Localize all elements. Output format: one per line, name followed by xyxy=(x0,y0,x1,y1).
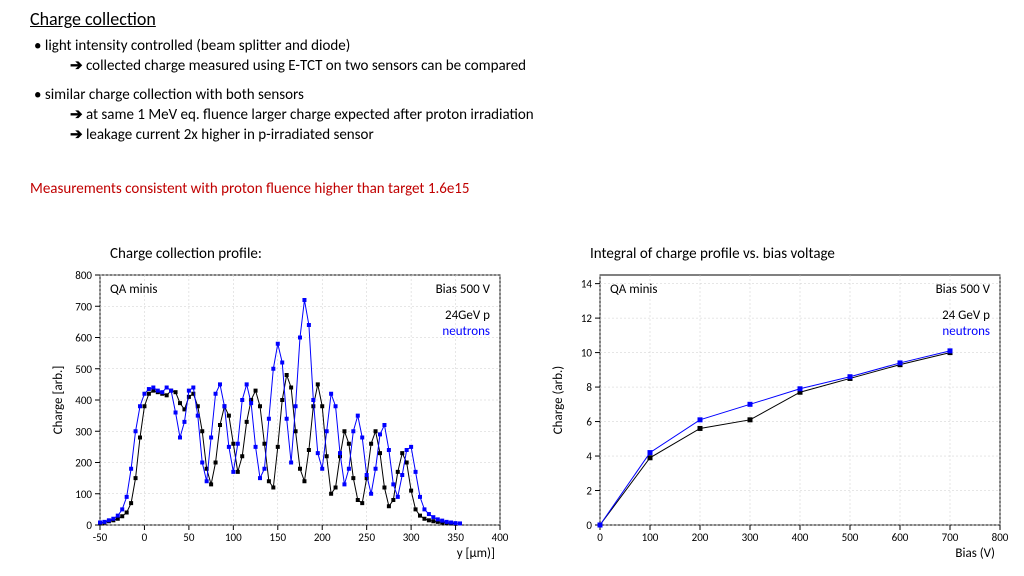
svg-text:500: 500 xyxy=(75,363,92,376)
svg-text:QA minis: QA minis xyxy=(610,282,657,297)
svg-text:neutrons: neutrons xyxy=(442,324,490,339)
svg-text:24GeV p: 24GeV p xyxy=(445,308,490,323)
svg-text:300: 300 xyxy=(75,425,92,438)
svg-text:14: 14 xyxy=(581,278,593,291)
svg-text:50: 50 xyxy=(183,531,195,544)
svg-text:0: 0 xyxy=(597,531,603,544)
svg-text:2: 2 xyxy=(586,485,592,498)
svg-text:24 GeV p: 24 GeV p xyxy=(942,308,990,323)
svg-text:200: 200 xyxy=(75,457,92,470)
svg-text:6: 6 xyxy=(586,416,592,429)
svg-text:-50: -50 xyxy=(93,531,108,544)
svg-text:800: 800 xyxy=(992,531,1009,544)
svg-text:QA minis: QA minis xyxy=(110,282,157,297)
left-chart: Charge collection profile: -500501001502… xyxy=(40,245,510,565)
bullet-sub: collected charge measured using E-TCT on… xyxy=(70,56,534,76)
svg-text:500: 500 xyxy=(842,531,859,544)
svg-text:0: 0 xyxy=(142,531,148,544)
bullet-lead: light intensity controlled (beam splitte… xyxy=(48,36,534,56)
svg-text:Bias 500 V: Bias 500 V xyxy=(936,282,991,297)
svg-text:400: 400 xyxy=(492,531,509,544)
svg-text:150: 150 xyxy=(269,531,286,544)
svg-text:400: 400 xyxy=(792,531,809,544)
bullet-sub: at same 1 MeV eq. fluence larger charge … xyxy=(70,105,534,125)
svg-text:y [µm)]: y [µm)] xyxy=(457,546,495,561)
bullet-list: light intensity controlled (beam splitte… xyxy=(48,36,534,153)
svg-text:8: 8 xyxy=(586,381,592,394)
right-chart-title: Integral of charge profile vs. bias volt… xyxy=(590,245,1010,263)
svg-text:Bias (V): Bias (V) xyxy=(955,546,995,561)
svg-text:700: 700 xyxy=(75,300,92,313)
bullet-sub: leakage current 2x higher in p-irradiate… xyxy=(70,125,534,145)
svg-text:0: 0 xyxy=(86,519,92,532)
svg-text:300: 300 xyxy=(742,531,759,544)
svg-text:800: 800 xyxy=(75,269,92,282)
svg-text:700: 700 xyxy=(942,531,959,544)
svg-text:0: 0 xyxy=(586,519,592,532)
svg-text:12: 12 xyxy=(581,312,593,325)
svg-text:300: 300 xyxy=(403,531,420,544)
svg-text:600: 600 xyxy=(75,332,92,345)
svg-text:100: 100 xyxy=(642,531,659,544)
highlight-note: Measurements consistent with proton flue… xyxy=(30,180,470,198)
svg-text:Bias 500 V: Bias 500 V xyxy=(436,282,491,297)
bullet-lead: similar charge collection with both sens… xyxy=(48,85,534,105)
page-title: Charge collection xyxy=(30,8,156,30)
svg-text:100: 100 xyxy=(75,488,92,501)
svg-text:4: 4 xyxy=(586,450,592,463)
svg-text:200: 200 xyxy=(314,531,331,544)
svg-text:10: 10 xyxy=(581,347,593,360)
svg-text:600: 600 xyxy=(892,531,909,544)
svg-text:neutrons: neutrons xyxy=(942,324,990,339)
svg-text:100: 100 xyxy=(225,531,242,544)
svg-text:Charge [arb.]: Charge [arb.] xyxy=(51,366,66,435)
left-chart-title: Charge collection profile: xyxy=(110,245,510,263)
svg-text:200: 200 xyxy=(692,531,709,544)
right-chart: Integral of charge profile vs. bias volt… xyxy=(540,245,1010,565)
svg-text:Charge (arb.): Charge (arb.) xyxy=(551,366,566,435)
svg-text:350: 350 xyxy=(447,531,464,544)
svg-text:400: 400 xyxy=(75,394,92,407)
svg-text:250: 250 xyxy=(358,531,375,544)
